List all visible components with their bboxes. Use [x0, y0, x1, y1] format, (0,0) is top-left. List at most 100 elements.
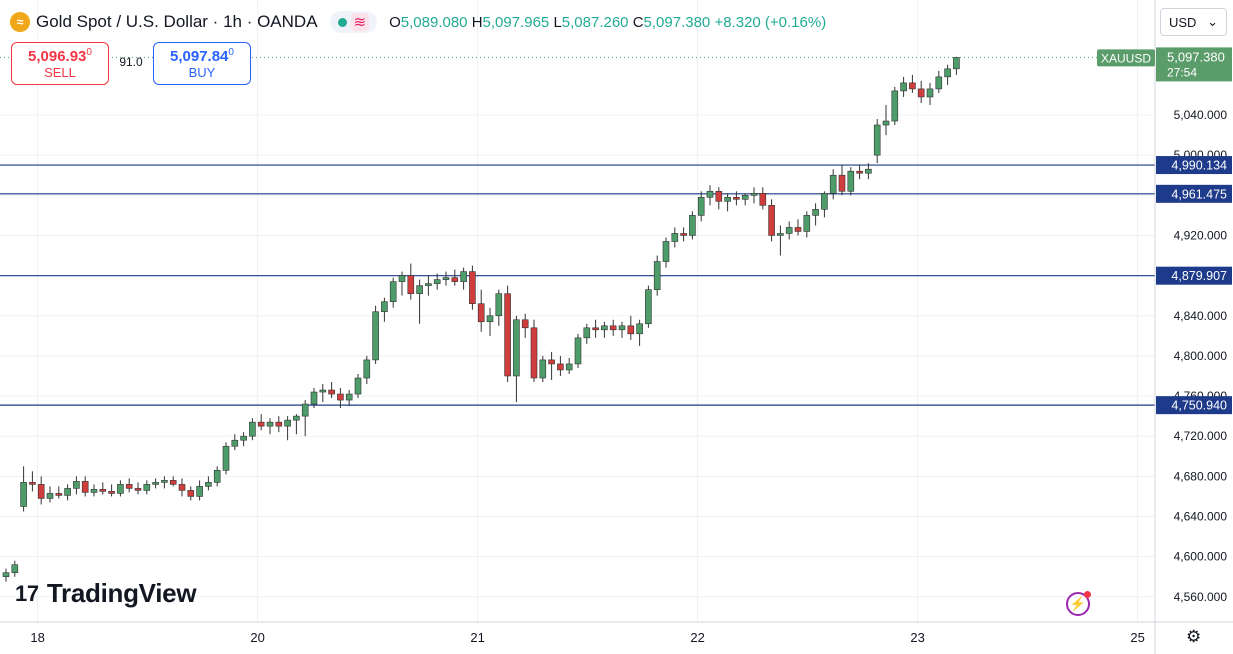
- candle-body: [592, 327, 599, 331]
- candle: [662, 237, 670, 268]
- open-value: 5,089.080: [400, 13, 468, 31]
- buy-price-main: 5,097.84: [170, 48, 229, 65]
- candle-body: [917, 88, 925, 98]
- candle: [337, 388, 344, 409]
- candle: [37, 476, 45, 505]
- candle: [715, 187, 723, 210]
- candle: [504, 285, 511, 382]
- price-axis: 4,560.000 4,600.000 4,640.000 4,680.000 4,72…: [1154, 0, 1228, 654]
- currency-select[interactable]: USD ⌄: [1160, 8, 1227, 36]
- y-tick-label: 4,560.000: [1174, 590, 1228, 604]
- candle-body: [900, 82, 907, 92]
- candle-body: [257, 421, 265, 427]
- countdown-label: 27:54: [1167, 65, 1197, 79]
- candle: [785, 221, 793, 240]
- candle: [565, 357, 573, 374]
- candle: [117, 480, 124, 497]
- candle: [81, 476, 89, 497]
- candle: [433, 273, 441, 290]
- sell-button[interactable]: 5,096.930 SELL: [11, 42, 109, 85]
- tradingview-wordmark: TradingView: [46, 578, 197, 608]
- candle: [838, 165, 846, 196]
- candle: [645, 285, 652, 328]
- candle-body: [618, 325, 626, 331]
- candle: [152, 478, 159, 489]
- notification-dot: [1084, 591, 1091, 598]
- candle-body: [865, 168, 872, 174]
- candle: [90, 484, 98, 497]
- candle: [592, 319, 599, 338]
- candle-body: [486, 315, 494, 323]
- candle-body: [812, 209, 819, 216]
- candle-body: [548, 359, 555, 365]
- candle-body: [530, 327, 538, 379]
- candle: [513, 315, 520, 403]
- candle: [20, 466, 27, 512]
- candle: [750, 187, 758, 204]
- x-tick-label: 22: [690, 630, 704, 645]
- candle: [345, 390, 353, 407]
- candle-body: [469, 271, 476, 305]
- candle: [134, 482, 142, 495]
- candle: [636, 319, 643, 346]
- candle-body: [645, 289, 652, 325]
- candle-body: [495, 293, 503, 317]
- candle-body: [416, 285, 423, 294]
- candle-body: [583, 327, 591, 339]
- y-tick-label: 4,840.000: [1174, 309, 1228, 323]
- gold-symbol-icon: ≈: [10, 12, 30, 32]
- buy-button[interactable]: 5,097.840 BUY: [153, 42, 251, 85]
- candle-body: [609, 325, 617, 331]
- candle-body: [777, 233, 784, 236]
- candle-body: [636, 323, 643, 335]
- gear-icon[interactable]: ⚙: [1186, 627, 1202, 646]
- candle-body: [565, 363, 573, 371]
- candle: [601, 321, 608, 338]
- candle-body: [249, 421, 256, 437]
- bolt-icon[interactable]: ⚡: [1066, 591, 1091, 616]
- candle: [530, 319, 538, 382]
- candle-body: [2, 572, 10, 578]
- candle: [222, 442, 230, 475]
- candle: [495, 289, 503, 326]
- candle-body: [724, 197, 731, 202]
- candle-body: [521, 319, 529, 329]
- candle-body: [750, 192, 758, 196]
- candle-body: [873, 124, 881, 156]
- candle-body: [20, 482, 27, 507]
- candle-body: [733, 197, 740, 200]
- symbol-title[interactable]: Gold Spot / U.S. Dollar · 1h · OANDA: [36, 12, 318, 31]
- x-tick-label: 23: [910, 630, 924, 645]
- candle: [917, 80, 925, 103]
- candle: [55, 486, 63, 499]
- candle: [29, 471, 36, 492]
- candle: [161, 476, 168, 489]
- candle: [319, 384, 327, 403]
- candle-body: [451, 277, 459, 282]
- candle: [407, 263, 415, 300]
- tradingview-logo[interactable]: 17 TradingView: [15, 578, 197, 609]
- sell-price-super: 0: [86, 47, 92, 58]
- level-badge: [1156, 266, 1232, 285]
- candle: [733, 191, 740, 206]
- candle-body: [310, 391, 318, 405]
- candle-body: [539, 359, 547, 379]
- candle-body: [882, 120, 890, 126]
- x-tick-label: 21: [470, 630, 484, 645]
- candle-body: [337, 393, 344, 401]
- market-status-pill[interactable]: ≋: [329, 11, 378, 33]
- candle-body: [574, 337, 582, 365]
- candle: [865, 163, 872, 180]
- market-open-dot-icon: [337, 17, 347, 27]
- candle-body: [293, 415, 300, 421]
- candle: [821, 191, 828, 218]
- candle-body: [504, 293, 511, 377]
- candle: [557, 355, 564, 376]
- wave-icon: ≋: [350, 13, 370, 31]
- candle: [856, 165, 863, 180]
- candle-body: [381, 301, 388, 313]
- candle-body: [372, 311, 379, 361]
- close-value: 5,097.380: [643, 13, 711, 31]
- candle: [583, 323, 591, 344]
